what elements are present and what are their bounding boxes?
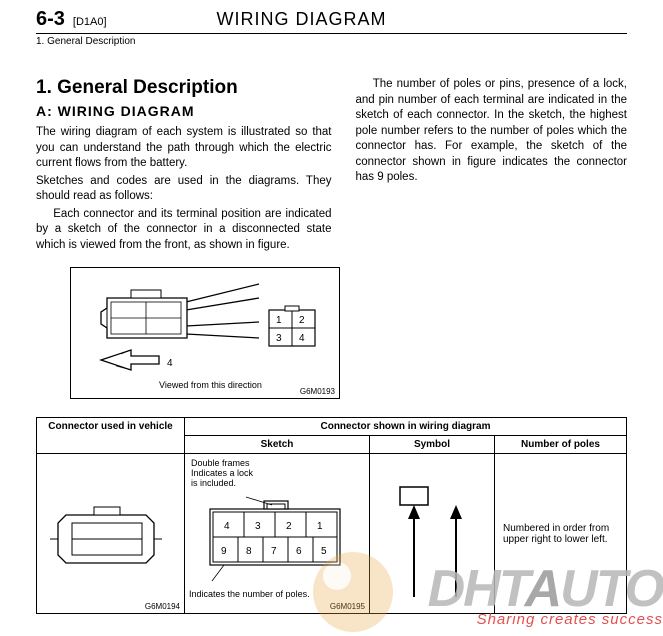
paragraph: Sketches and codes are used in the diagr… — [36, 174, 332, 205]
col-header-vehicle: Connector used in vehicle — [37, 418, 185, 454]
sketch-note-top: Double frames Indicates a lock is includ… — [191, 458, 253, 488]
col-header-span: Connector shown in wiring diagram — [185, 418, 627, 436]
paragraph: The number of poles or pins, presence of… — [356, 77, 628, 186]
col-header-symbol: Symbol — [370, 436, 495, 454]
svg-text:8: 8 — [246, 546, 252, 557]
svg-text:2: 2 — [299, 315, 305, 326]
svg-text:3: 3 — [276, 333, 282, 344]
vehicle-connector-icon — [46, 457, 176, 607]
section-number: 6-3 — [36, 8, 65, 31]
svg-text:6: 6 — [296, 546, 302, 557]
figure-box: 4 1 2 3 4 Viewed from this direction G6M… — [70, 267, 340, 399]
vehicle-cell: G6M0194 — [37, 454, 185, 614]
page-header: 6-3 [D1A0] WIRING DIAGRAM — [36, 8, 627, 34]
paragraph: Each connector and its terminal position… — [36, 207, 332, 254]
section-code: [D1A0] — [73, 16, 107, 28]
svg-text:3: 3 — [255, 521, 261, 532]
figure-ref: G6M0195 — [330, 602, 365, 611]
figure-ref: G6M0194 — [145, 602, 180, 611]
col-header-poles: Number of poles — [495, 436, 627, 454]
svg-text:2: 2 — [286, 521, 292, 532]
heading-2: A: WIRING DIAGRAM — [36, 103, 332, 119]
symbol-icon — [378, 457, 486, 607]
connector-table: Connector used in vehicle Connector show… — [36, 417, 627, 614]
svg-text:1: 1 — [276, 315, 282, 326]
heading-1: 1. General Description — [36, 77, 332, 99]
arrow-label: 4 — [167, 358, 173, 369]
svg-text:4: 4 — [224, 521, 230, 532]
symbol-cell — [370, 454, 495, 614]
connector-sketch: 4 1 2 3 4 — [71, 268, 339, 398]
sketch-cell: Double frames Indicates a lock is includ… — [185, 454, 370, 614]
svg-text:5: 5 — [321, 546, 327, 557]
header-title: WIRING DIAGRAM — [217, 9, 387, 30]
paragraph: The wiring diagram of each system is ill… — [36, 125, 332, 172]
svg-text:4: 4 — [299, 333, 305, 344]
poles-cell: Numbered in order from upper right to lo… — [495, 454, 627, 614]
sketch-note-bottom: Indicates the number of poles. — [189, 589, 310, 599]
header-subtitle: 1. General Description — [36, 36, 627, 47]
svg-text:9: 9 — [221, 546, 227, 557]
figure-caption: Viewed from this direction — [159, 380, 262, 390]
figure-ref: G6M0193 — [300, 387, 335, 396]
svg-text:1: 1 — [317, 521, 323, 532]
col-header-sketch: Sketch — [185, 436, 370, 454]
svg-text:7: 7 — [271, 546, 277, 557]
